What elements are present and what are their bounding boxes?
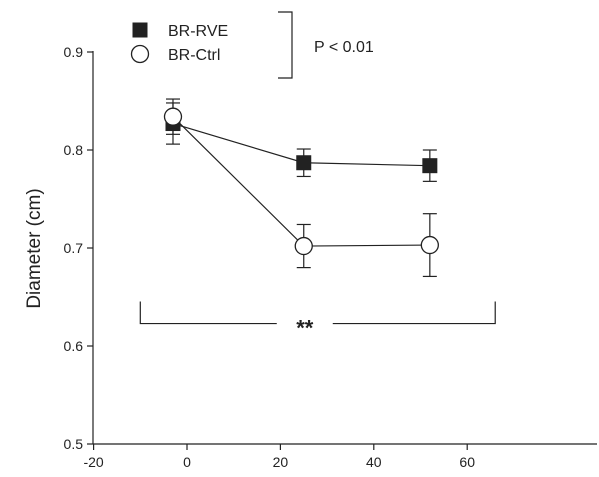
legend: BR-RVE BR-Ctrl — [130, 22, 228, 64]
y-tick-label: 0.9 — [64, 44, 84, 60]
x-tick-label: -20 — [83, 454, 103, 470]
significance-stars: ** — [296, 316, 314, 341]
x-tick-label: 40 — [366, 454, 382, 470]
series-line — [172, 116, 430, 247]
significance-bracket-right — [332, 301, 496, 325]
annotations: P < 0.01 ** — [139, 11, 496, 341]
y-axis-label: Diameter (cm) — [24, 188, 45, 308]
ticks: 0.5 0.6 0.7 0.8 0.9 -20 0 20 40 60 — [64, 44, 476, 470]
x-tick-label: 0 — [183, 454, 191, 470]
y-tick-label: 0.6 — [64, 338, 84, 354]
series-br-ctrl — [163, 98, 439, 278]
legend-marker-br-ctrl — [130, 44, 150, 64]
series-layer — [163, 98, 439, 278]
legend-marker-br-rve — [132, 22, 148, 38]
data-point — [294, 236, 313, 256]
x-tick-label: 60 — [459, 454, 475, 470]
data-point — [163, 107, 183, 126]
data-point — [420, 235, 439, 255]
y-tick-label: 0.7 — [64, 240, 84, 256]
y-tick-label: 0.8 — [64, 142, 84, 158]
p-value-label: P < 0.01 — [314, 39, 374, 56]
legend-label-br-ctrl: BR-Ctrl — [168, 47, 220, 64]
legend-label-br-rve: BR-RVE — [168, 23, 228, 40]
significance-bracket-left — [139, 301, 277, 325]
y-tick-label: 0.5 — [64, 436, 84, 452]
data-point — [296, 155, 312, 171]
x-tick-label: 20 — [273, 454, 289, 470]
series-br-rve — [165, 102, 438, 182]
data-point — [422, 158, 438, 174]
legend-bracket — [278, 11, 293, 79]
